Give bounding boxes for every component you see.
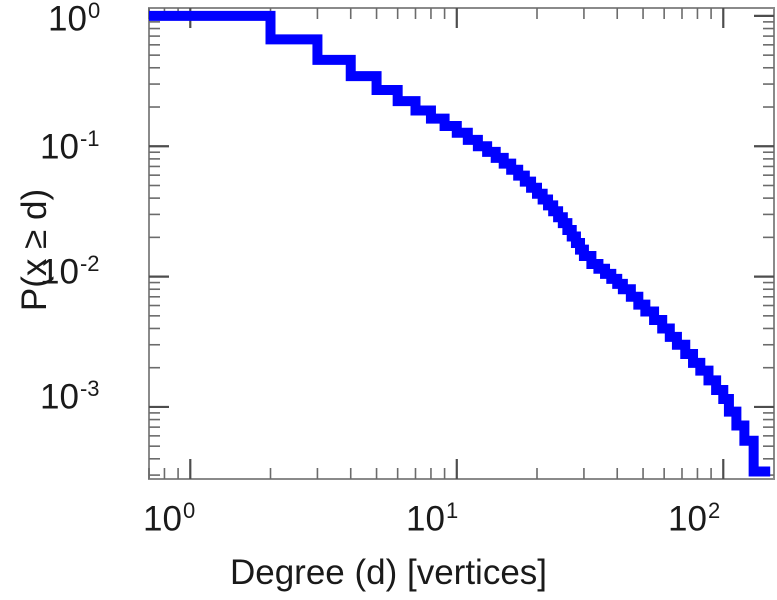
y-tick-exponent: -2 xyxy=(79,251,100,276)
y-tick-mantissa: 10 xyxy=(48,0,87,39)
x-tick-mantissa: 10 xyxy=(668,499,707,539)
x-tick-mantissa: 10 xyxy=(406,499,445,539)
y-tick-label-1e-1: 10-1 xyxy=(40,128,100,165)
y-tick-label-1e-2: 10-2 xyxy=(40,253,100,290)
y-tick-mantissa: 10 xyxy=(40,252,79,292)
y-tick-label-1e0: 100 xyxy=(48,0,100,37)
y-tick-label-1e-3: 10-3 xyxy=(40,378,100,415)
x-tick-label-1e0: 100 xyxy=(143,500,195,537)
x-tick-exponent: 1 xyxy=(445,498,459,523)
plot-area-frame xyxy=(148,7,775,480)
x-tick-exponent: 2 xyxy=(707,498,721,523)
x-axis-title: Degree (d) [vertices] xyxy=(229,553,548,592)
x-tick-mantissa: 10 xyxy=(143,499,182,539)
x-tick-exponent: 0 xyxy=(182,498,196,523)
y-tick-exponent: -3 xyxy=(79,376,100,401)
y-tick-exponent: 0 xyxy=(87,0,101,23)
y-tick-exponent: -1 xyxy=(79,126,100,151)
x-tick-label-1e1: 101 xyxy=(406,500,458,537)
y-tick-mantissa: 10 xyxy=(40,127,79,167)
y-axis-title: P(x ≥ d) xyxy=(15,188,54,312)
y-tick-mantissa: 10 xyxy=(40,377,79,417)
x-tick-label-1e2: 102 xyxy=(668,500,720,537)
